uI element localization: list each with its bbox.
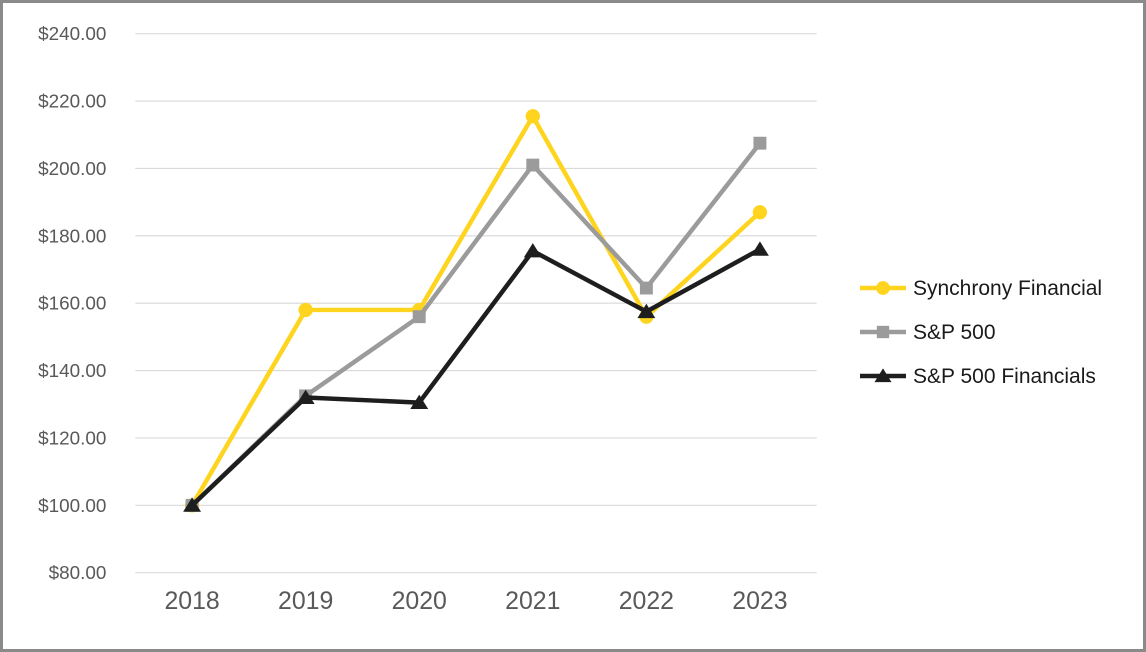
series-line-s-p-500-financials <box>189 247 763 508</box>
y-axis-tick-label: $220.00 <box>38 91 106 112</box>
x-axis-tick-label: 2022 <box>619 588 674 615</box>
legend-marker-shape <box>876 281 890 295</box>
data-point-s-p-500-financials-2018 <box>183 497 202 512</box>
data-point-s-p-500-financials-2022 <box>637 303 656 319</box>
x-axis-tick-label: 2019 <box>278 588 333 615</box>
legend-marker-circle-icon <box>860 281 906 295</box>
legend-marker-triangle-icon <box>860 368 906 383</box>
data-point-s-p-500-financials-2021 <box>523 243 542 258</box>
data-point-s-p-500-financials-2019 <box>296 389 315 404</box>
legend-label-sp500: S&P 500 <box>913 320 996 344</box>
x-axis-tick-label: 2018 <box>164 588 219 615</box>
data-point-s-p-500-2022 <box>639 281 653 295</box>
y-axis-tick-label: $160.00 <box>38 293 106 314</box>
data-point-synchrony-financial-2023 <box>752 205 768 220</box>
y-axis-tick-label: $140.00 <box>38 360 106 381</box>
data-point-s-p-500-financials-2020 <box>410 394 429 410</box>
x-axis-tick-label: 2021 <box>505 588 560 615</box>
y-axis-tick-label: $120.00 <box>38 427 106 448</box>
y-axis-tick-label: $180.00 <box>38 225 106 246</box>
legend-label-synchrony-financial: Synchrony Financial <box>913 276 1103 300</box>
x-axis-tick-label: 2023 <box>732 588 787 615</box>
legend-item-synchrony-financial: Synchrony Financial <box>860 266 1102 310</box>
data-point-synchrony-financial-2019 <box>298 302 313 318</box>
data-point-s-p-500-financials-2023 <box>750 241 769 256</box>
data-point-s-p-500-2021 <box>526 158 540 172</box>
y-axis-tick-label: $240.00 <box>38 23 106 44</box>
performance-line-chart: $240.00 $220.00 $200.00 $180.00 $160.00 $140.… <box>38 23 817 615</box>
legend-item-sp500-financials: S&P 500 Financials <box>860 354 1102 398</box>
series-line-synchrony-financial <box>189 114 763 508</box>
legend-marker-square-icon <box>860 325 906 339</box>
legend-marker-shape <box>874 368 892 383</box>
legend-marker-shape <box>876 325 890 339</box>
legend-item-sp500: S&P 500 <box>860 310 1102 354</box>
y-axis-tick-label: $200.00 <box>38 158 106 179</box>
data-point-s-p-500-2020 <box>412 310 426 324</box>
data-point-s-p-500-2023 <box>753 136 767 150</box>
data-point-synchrony-financial-2021 <box>525 109 540 124</box>
legend-label-sp500-financials: S&P 500 Financials <box>913 364 1096 388</box>
x-axis-tick-label: 2020 <box>392 588 447 615</box>
y-axis-tick-label: $80.00 <box>49 562 107 583</box>
y-axis-tick-label: $100.00 <box>38 495 106 516</box>
chart-legend: Synchrony Financial S&P 500 S&P 500 Fina… <box>860 266 1102 398</box>
